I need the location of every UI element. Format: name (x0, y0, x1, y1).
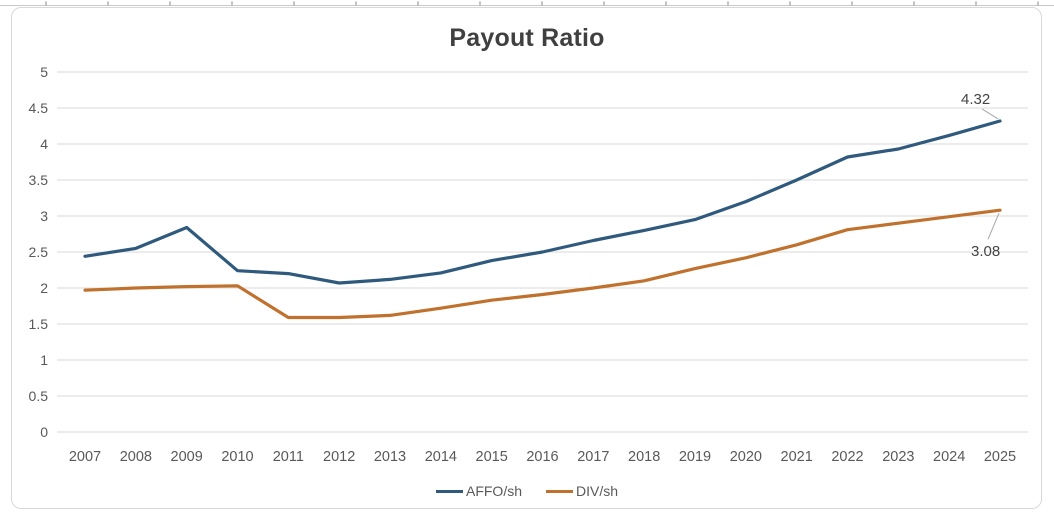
svg-text:2013: 2013 (374, 449, 406, 465)
svg-text:1.5: 1.5 (29, 316, 49, 332)
legend-label-affo: AFFO/sh (465, 483, 522, 499)
svg-text:2020: 2020 (730, 449, 762, 465)
svg-text:2025: 2025 (984, 449, 1016, 465)
svg-text:2010: 2010 (221, 449, 253, 465)
affo-series-end-data-label: 4.32 (961, 91, 991, 108)
svg-text:2015: 2015 (476, 449, 508, 465)
svg-text:4: 4 (40, 136, 48, 152)
svg-text:2016: 2016 (526, 449, 558, 465)
svg-text:2023: 2023 (882, 449, 914, 465)
svg-text:2008: 2008 (120, 449, 152, 465)
svg-text:3.5: 3.5 (29, 172, 49, 188)
svg-text:2: 2 (40, 280, 48, 296)
svg-text:2011: 2011 (273, 449, 304, 465)
affo-line-swatch-icon (435, 489, 463, 493)
svg-text:2.5: 2.5 (29, 244, 49, 260)
svg-text:2009: 2009 (171, 449, 203, 465)
chart-container[interactable] (11, 7, 1042, 509)
chart-title: Payout Ratio (449, 24, 605, 52)
legend-label-div: DIV/sh (576, 483, 619, 499)
div-series-end-data-label: 3.08 (971, 243, 1001, 260)
svg-text:2012: 2012 (323, 449, 355, 465)
svg-text:2017: 2017 (577, 449, 609, 465)
svg-text:2021: 2021 (781, 449, 813, 465)
svg-text:3: 3 (40, 208, 48, 224)
svg-text:4.5: 4.5 (29, 100, 49, 116)
svg-text:2022: 2022 (831, 449, 863, 465)
svg-text:2024: 2024 (933, 449, 965, 465)
div-line-swatch-icon (546, 489, 573, 493)
svg-text:5: 5 (40, 64, 48, 80)
svg-text:0: 0 (40, 424, 48, 440)
legend-item-div[interactable]: DIV/sh (546, 483, 618, 499)
svg-text:0.5: 0.5 (29, 388, 49, 404)
chart-legend: AFFO/sh DIV/sh (0, 483, 1054, 499)
svg-text:1: 1 (40, 352, 48, 368)
svg-text:2018: 2018 (628, 449, 660, 465)
svg-text:2019: 2019 (679, 449, 711, 465)
svg-text:2007: 2007 (69, 449, 101, 465)
legend-item-affo[interactable]: AFFO/sh (435, 483, 522, 499)
svg-text:2014: 2014 (425, 449, 457, 465)
